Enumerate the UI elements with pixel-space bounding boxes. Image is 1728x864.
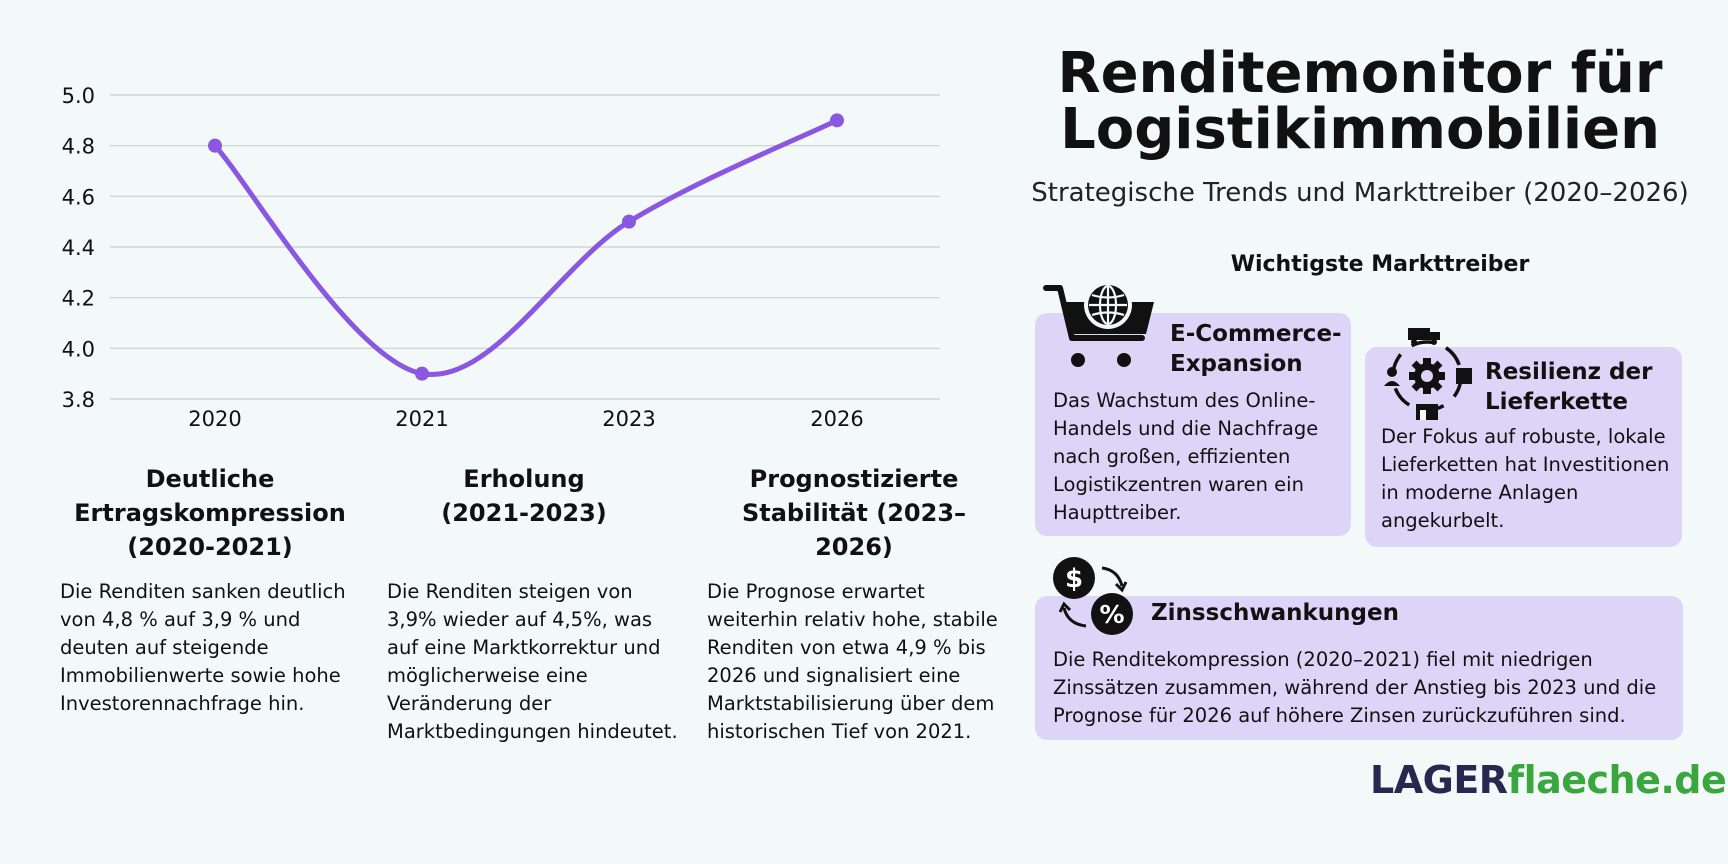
y-tick-label: 3.8: [62, 388, 95, 412]
driver-text: Das Wachstum des Online-Handels und die …: [1053, 389, 1319, 524]
phase-recovery: Erholung (2021-2023) Die Renditen steige…: [380, 462, 680, 743]
phase-title: Erholung (2021-2023): [441, 465, 607, 527]
svg-text:%: %: [1099, 600, 1124, 629]
x-axis-ticks: 2020 2021 2023 2026: [188, 407, 863, 431]
driver-card-ecommerce: E-Commerce- Expansion Das Wachstum des O…: [1035, 313, 1351, 536]
series-line: [212, 117, 840, 378]
dollar-percent-exchange-icon: $ %: [1053, 557, 1133, 635]
title-line-2: Logistikimmobilien: [1060, 97, 1660, 162]
x-tick-label: 2021: [395, 407, 448, 431]
driver-title: E-Commerce- Expansion: [1170, 321, 1342, 377]
y-tick-label: 5.0: [62, 84, 95, 108]
phase-text: Die Renditen sanken deutlich von 4,8 % a…: [60, 580, 346, 715]
driver-card-interest-rates: Zinsschwankungen Die Renditekompression …: [1035, 596, 1683, 740]
y-tick-label: 4.6: [62, 185, 95, 209]
driver-text: Die Renditekompression (2020–2021) fiel …: [1053, 648, 1657, 727]
x-tick-label: 2020: [188, 407, 241, 431]
y-tick-label: 4.2: [62, 287, 95, 311]
phase-title: Deutliche Ertragskompression (2020-2021): [74, 465, 346, 561]
x-tick-label: 2026: [810, 407, 863, 431]
driver-title: Resilienz der Lieferkette: [1485, 359, 1653, 415]
y-tick-label: 4.8: [62, 135, 95, 159]
phase-stability: Prognostizierte Stabilität (2023–2026) D…: [700, 462, 1020, 743]
data-point: [622, 214, 636, 229]
yield-line-chart: 5.0 4.8 4.6 4.4 4.2 4.0 3.8 2020 2021 2023 2026: [62, 84, 940, 431]
y-tick-label: 4.0: [62, 337, 95, 361]
driver-title: Zinsschwankungen: [1151, 600, 1399, 626]
y-axis-ticks: 5.0 4.8 4.6 4.4 4.2 4.0 3.8: [62, 84, 95, 412]
svg-text:$: $: [1065, 564, 1083, 594]
page-title: Renditemonitor für Logistikimmobilien: [1020, 46, 1700, 158]
title-line-1: Renditemonitor für: [1057, 41, 1663, 106]
page-subtitle: Strategische Trends und Markttreiber (20…: [1031, 178, 1689, 208]
y-tick-label: 4.4: [62, 236, 95, 260]
phase-text: Die Prognose erwartet weiterhin relativ …: [707, 580, 998, 743]
cart-globe-icon: [1043, 281, 1154, 367]
data-points: [208, 113, 844, 381]
chart-grid: [110, 94, 940, 400]
data-point: [208, 138, 222, 153]
phase-text: Die Renditen steigen von 3,9% wieder auf…: [387, 580, 678, 743]
phase-compression: Deutliche Ertragskompression (2020-2021)…: [60, 462, 360, 715]
driver-text: Der Fokus auf robuste, lokale Lieferkett…: [1381, 425, 1670, 532]
drivers-heading: Wichtigste Markttreiber: [1230, 252, 1530, 277]
brand-part-flaeche: flaeche.de: [1507, 758, 1727, 802]
brand-logo[interactable]: LAGERflaeche.de: [1370, 758, 1727, 802]
brand-part-lager: LAGER: [1370, 758, 1508, 802]
x-tick-label: 2023: [602, 407, 655, 431]
data-point: [415, 366, 429, 381]
data-point: [830, 113, 844, 128]
phase-title: Prognostizierte Stabilität (2023–2026): [741, 465, 967, 561]
supply-chain-gear-icon: [1384, 328, 1472, 420]
